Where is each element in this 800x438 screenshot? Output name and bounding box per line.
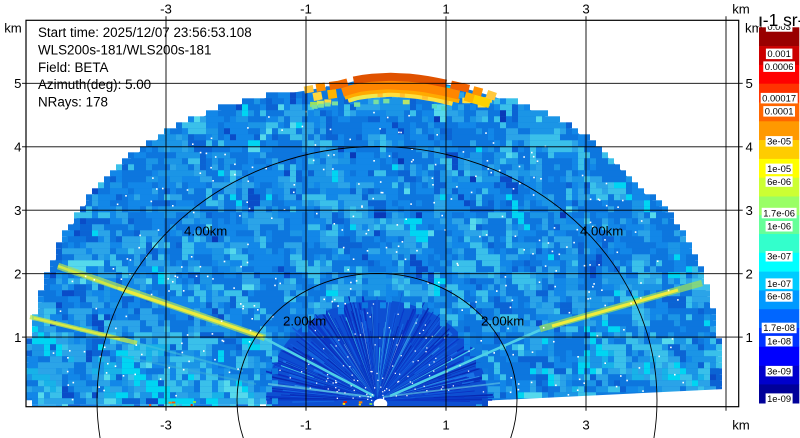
svg-text:4.00km: 4.00km: [580, 224, 623, 239]
svg-text:1: 1: [442, 2, 449, 17]
svg-text:km: km: [4, 21, 22, 36]
svg-text:2.00km: 2.00km: [481, 314, 524, 329]
svg-text:0.0006: 0.0006: [765, 61, 794, 72]
svg-text:1e-06: 1e-06: [767, 221, 791, 232]
svg-text:0.001: 0.001: [767, 48, 790, 59]
svg-text:3e-05: 3e-05: [767, 136, 791, 147]
svg-text:-1 sr-1: -1 sr-1: [763, 10, 800, 30]
svg-text:0.00017: 0.00017: [762, 92, 796, 103]
svg-text:1.7e-08: 1.7e-08: [763, 322, 795, 333]
svg-text:4.00km: 4.00km: [184, 224, 227, 239]
svg-text:3: 3: [582, 2, 589, 17]
svg-text:NRays: 178: NRays: 178: [38, 94, 108, 109]
svg-text:km: km: [732, 418, 750, 433]
svg-text:6e-06: 6e-06: [767, 176, 791, 187]
svg-text:Field: BETA: Field: BETA: [38, 60, 109, 75]
svg-text:km: km: [732, 2, 750, 17]
svg-text:3e-07: 3e-07: [767, 251, 791, 262]
svg-text:1: 1: [14, 330, 21, 345]
svg-text:3: 3: [582, 418, 589, 433]
svg-text:5: 5: [746, 76, 753, 91]
svg-text:1e-09: 1e-09: [767, 393, 791, 404]
svg-text:1: 1: [442, 418, 449, 433]
svg-text:-3: -3: [160, 418, 172, 433]
svg-text:2: 2: [14, 266, 21, 281]
svg-text:2: 2: [746, 266, 753, 281]
svg-text:3e-09: 3e-09: [767, 366, 791, 377]
svg-text:-1: -1: [300, 418, 312, 433]
svg-text:Start time: 2025/12/07 23:56:5: Start time: 2025/12/07 23:56:53.108: [38, 25, 252, 40]
svg-text:6e-08: 6e-08: [767, 291, 791, 302]
svg-text:4: 4: [14, 139, 21, 154]
svg-text:Azimuth(deg): 5.00: Azimuth(deg): 5.00: [38, 77, 151, 92]
svg-text:1e-07: 1e-07: [767, 278, 791, 289]
svg-text:WLS200s-181/WLS200s-181: WLS200s-181/WLS200s-181: [38, 43, 211, 58]
svg-text:-1: -1: [300, 2, 312, 17]
svg-text:3: 3: [14, 203, 21, 218]
svg-text:4: 4: [746, 139, 753, 154]
svg-text:2.00km: 2.00km: [283, 314, 326, 329]
svg-text:5: 5: [14, 76, 21, 91]
svg-text:1e-05: 1e-05: [767, 163, 791, 174]
svg-text:1: 1: [746, 330, 753, 345]
svg-text:3: 3: [746, 203, 753, 218]
svg-text:0.0001: 0.0001: [765, 106, 794, 117]
svg-text:1.7e-06: 1.7e-06: [763, 207, 795, 218]
svg-text:1e-08: 1e-08: [767, 335, 791, 346]
svg-text:-3: -3: [160, 2, 172, 17]
